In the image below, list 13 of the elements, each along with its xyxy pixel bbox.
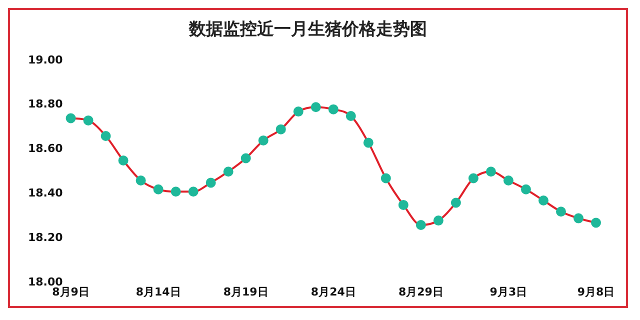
y-tick-label: 19.00 (28, 53, 64, 66)
x-tick-label: 9月3日 (490, 285, 528, 298)
x-tick-label: 8月19日 (223, 285, 268, 298)
x-tick-label: 9月8日 (577, 285, 615, 298)
x-tick-label: 8月24日 (310, 285, 356, 298)
x-tick-label: 8月14日 (136, 285, 181, 298)
chart-title: 数据监控近一月生猪价格走势图 (188, 20, 427, 40)
y-tick-label: 18.20 (28, 231, 64, 244)
y-tick-label: 18.40 (28, 186, 64, 200)
y-tick-label: 18.80 (28, 98, 64, 111)
x-tick-label: 8月9日 (52, 285, 90, 298)
y-tick-label: 18.60 (28, 142, 64, 156)
x-tick-label: 8月29日 (398, 285, 444, 298)
